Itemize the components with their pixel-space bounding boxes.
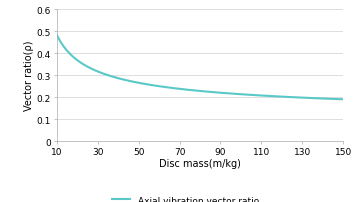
Axial vibration vector ratio — [210, 91, 214, 94]
Axial vibration vector ratio — [335, 98, 339, 101]
Axial vibration vector ratio — [341, 99, 346, 101]
Axial vibration vector ratio — [290, 96, 294, 99]
Line: Axial vibration vector ratio: Axial vibration vector ratio — [57, 35, 343, 100]
Axial vibration vector ratio — [191, 90, 195, 92]
Axial vibration vector ratio — [193, 90, 197, 92]
Legend: Axial vibration vector ratio: Axial vibration vector ratio — [113, 196, 259, 202]
X-axis label: Disc mass(m/kg): Disc mass(m/kg) — [159, 159, 241, 169]
Axial vibration vector ratio — [55, 34, 59, 37]
Axial vibration vector ratio — [225, 93, 229, 95]
Y-axis label: Vector ratio(ρ): Vector ratio(ρ) — [24, 41, 34, 111]
